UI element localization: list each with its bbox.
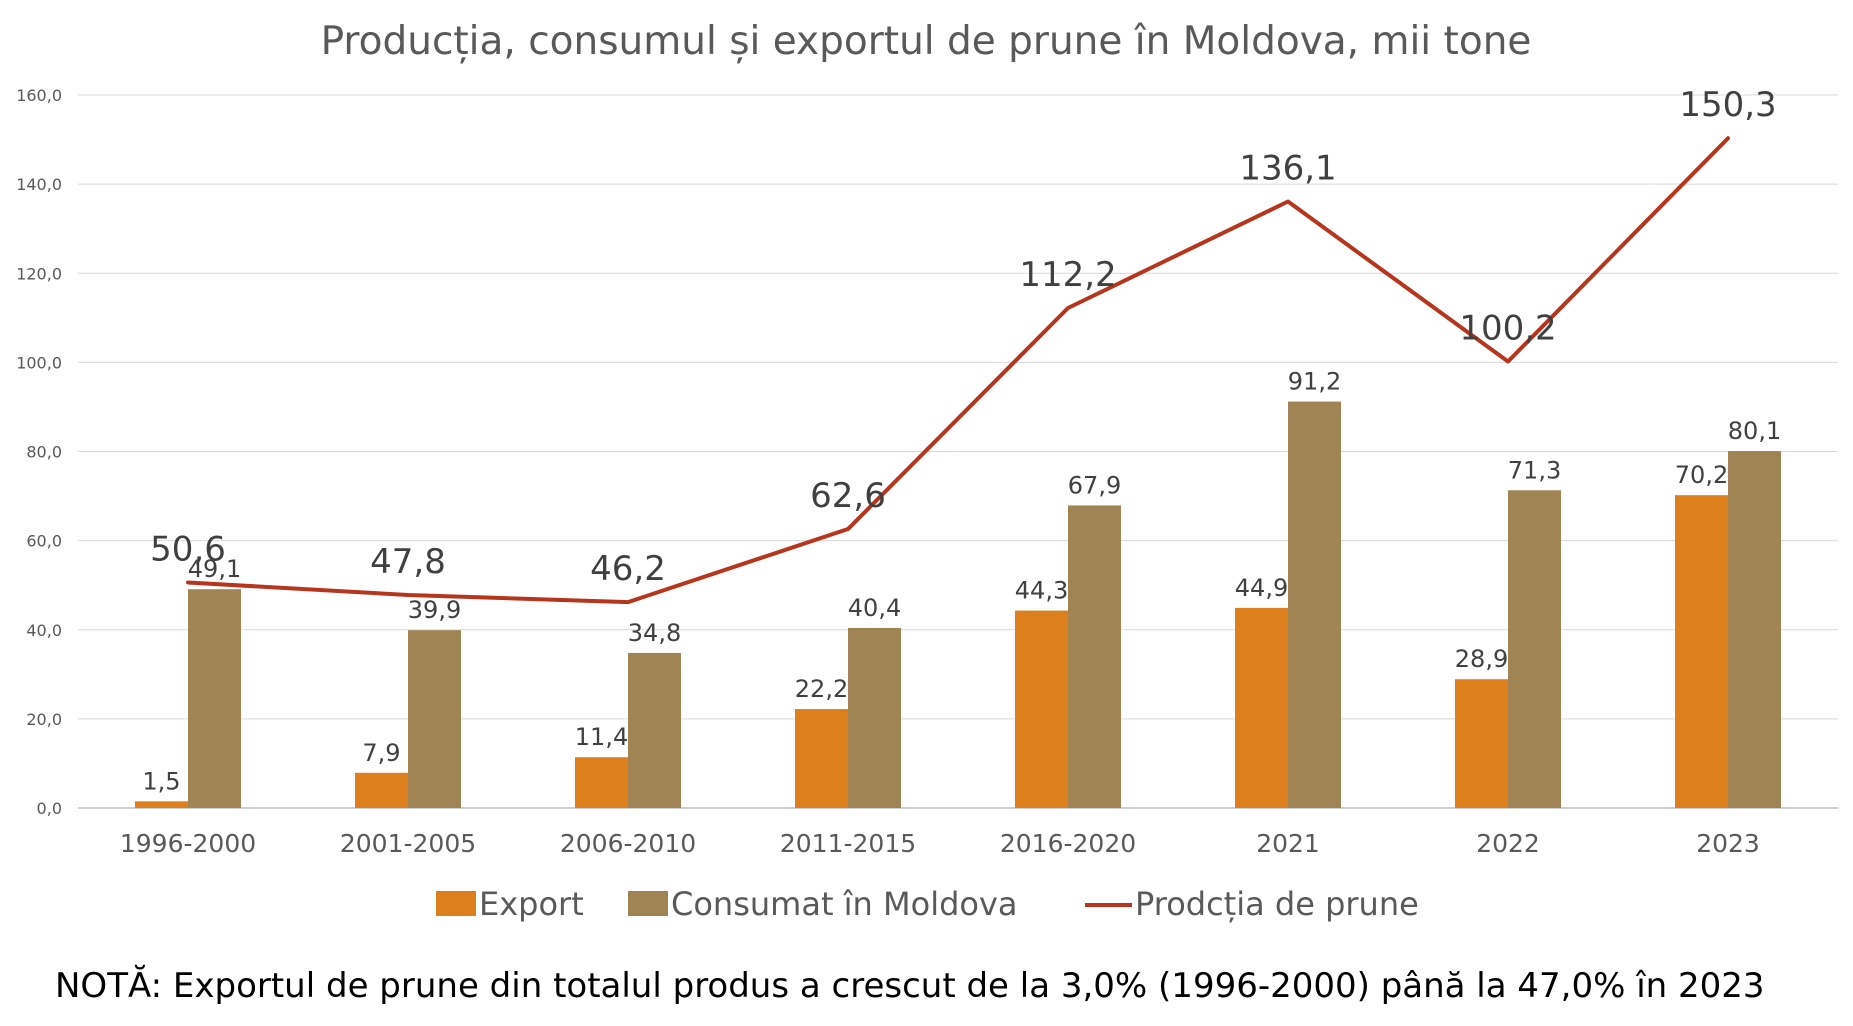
data-label-export: 44,3 <box>1015 577 1068 605</box>
data-label-productie: 112,2 <box>1019 255 1116 295</box>
x-tick-label: 2001-2005 <box>340 829 476 858</box>
x-tick-label: 2021 <box>1256 829 1320 858</box>
bar-export <box>1675 495 1728 808</box>
legend-swatch <box>436 891 476 916</box>
data-label-consumat: 34,8 <box>628 619 681 647</box>
x-tick-label: 2022 <box>1476 829 1540 858</box>
bar-export <box>795 709 848 808</box>
y-tick-label: 60,0 <box>26 532 62 551</box>
y-tick-label: 20,0 <box>26 710 62 729</box>
bar-export <box>575 757 628 808</box>
data-label-consumat: 40,4 <box>848 594 901 622</box>
y-tick-label: 80,0 <box>26 443 62 462</box>
x-tick-label: 1996-2000 <box>120 829 256 858</box>
data-label-consumat: 80,1 <box>1728 417 1781 445</box>
legend-label: Export <box>479 885 584 923</box>
chart-title: Producția, consumul și exportul de prune… <box>321 19 1532 64</box>
bar-consumat <box>1068 505 1121 808</box>
y-tick-label: 40,0 <box>26 621 62 640</box>
x-tick-label: 2011-2015 <box>780 829 916 858</box>
bar-consumat <box>1508 490 1561 808</box>
data-label-export: 22,2 <box>795 675 848 703</box>
line-productie <box>186 136 1730 605</box>
x-tick-label: 2006-2010 <box>560 829 696 858</box>
data-label-consumat: 71,3 <box>1508 456 1561 484</box>
y-tick-label: 160,0 <box>16 86 62 105</box>
bar-consumat <box>628 652 681 808</box>
data-label-productie: 46,2 <box>590 549 666 589</box>
y-tick-label: 100,0 <box>16 353 62 372</box>
bar-export <box>1235 607 1288 808</box>
data-label-export: 11,4 <box>575 723 628 751</box>
data-label-productie: 50,6 <box>150 530 226 570</box>
x-tick-label: 2016-2020 <box>1000 829 1136 858</box>
data-label-productie: 150,3 <box>1679 85 1776 125</box>
data-label-export: 44,9 <box>1235 574 1288 602</box>
bar-consumat <box>1288 401 1341 808</box>
bar-consumat <box>1728 451 1781 808</box>
y-tick-label: 140,0 <box>16 175 62 194</box>
data-label-consumat: 91,2 <box>1288 368 1341 396</box>
y-tick-label: 120,0 <box>16 264 62 283</box>
bar-export <box>355 772 408 808</box>
y-tick-label: 0,0 <box>37 799 62 818</box>
data-label-export: 70,2 <box>1675 461 1728 489</box>
bar-export <box>135 801 188 808</box>
data-label-export: 7,9 <box>362 739 400 767</box>
legend-label: Prodcția de prune <box>1135 885 1419 923</box>
data-label-export: 28,9 <box>1455 645 1508 673</box>
data-label-export: 1,5 <box>142 767 180 795</box>
bar-consumat <box>848 627 901 808</box>
chart: Producția, consumul și exportul de prune… <box>16 19 1838 923</box>
data-label-productie: 62,6 <box>810 476 886 516</box>
data-label-productie: 100,2 <box>1459 308 1556 348</box>
data-label-consumat: 67,9 <box>1068 471 1121 499</box>
legend-label: Consumat în Moldova <box>671 885 1018 923</box>
data-label-consumat: 49,1 <box>188 555 241 583</box>
bar-consumat <box>408 630 461 808</box>
bar-export <box>1455 679 1508 808</box>
bar-export <box>1015 610 1068 808</box>
x-tick-label: 2023 <box>1696 829 1760 858</box>
bar-consumat <box>188 589 241 808</box>
data-label-productie: 47,8 <box>370 542 446 582</box>
data-label-consumat: 39,9 <box>408 596 461 624</box>
legend-swatch <box>628 891 668 916</box>
data-label-productie: 136,1 <box>1239 149 1336 189</box>
footnote: NOTĂ: Exportul de prune din totalul prod… <box>55 966 1765 1006</box>
